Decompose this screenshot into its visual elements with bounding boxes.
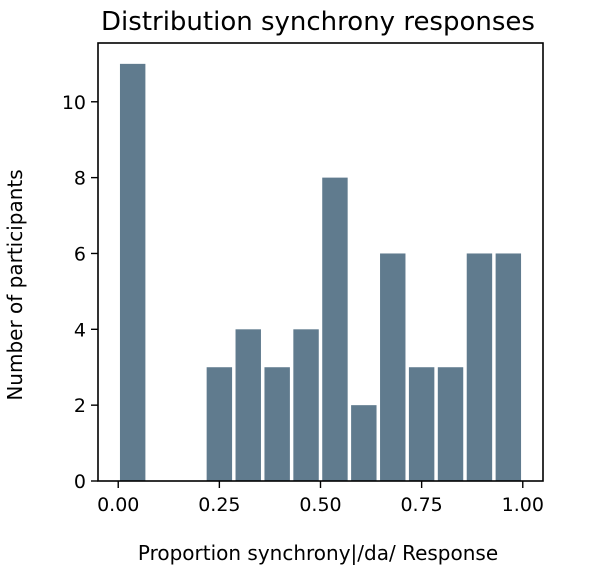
y-tick-label: 10 xyxy=(62,92,86,114)
x-axis-label: Proportion synchrony|/da/ Response xyxy=(138,541,498,565)
y-ticks-group: 0 2 4 6 8 10 xyxy=(62,92,98,493)
histogram-bar-11 xyxy=(437,367,464,481)
histogram-bar-8 xyxy=(351,405,377,481)
histogram-bar-4 xyxy=(235,329,261,481)
histogram-bar-0 xyxy=(119,63,146,482)
x-tick-label: 0.25 xyxy=(198,494,240,516)
histogram-bar-5 xyxy=(264,367,290,481)
y-tick-label: 0 xyxy=(74,471,86,493)
x-tick-label: 0.75 xyxy=(400,494,442,516)
histogram-bar-12 xyxy=(466,253,493,481)
y-tick-label: 2 xyxy=(74,395,86,417)
y-axis-label: Number of participants xyxy=(3,169,27,400)
plot-frame xyxy=(97,42,544,482)
histogram-bar-13 xyxy=(495,253,522,481)
x-tick-label: 1.00 xyxy=(502,494,544,516)
histogram-bar-9 xyxy=(380,253,406,481)
y-tick-label: 8 xyxy=(74,168,86,190)
x-tick-label: 0.00 xyxy=(97,494,139,516)
histogram-bar-10 xyxy=(408,367,435,481)
chart-title: Distribution synchrony responses xyxy=(101,7,535,37)
histogram-bar-7 xyxy=(322,177,348,481)
x-tick-label: 0.50 xyxy=(299,494,341,516)
bars-group xyxy=(119,63,522,482)
histogram-bar-6 xyxy=(293,329,319,481)
x-ticks-group: 0.00 0.25 0.50 0.75 1.00 xyxy=(97,481,544,516)
histogram-bar-3 xyxy=(206,367,233,481)
y-tick-label: 6 xyxy=(74,243,86,265)
y-tick-label: 4 xyxy=(74,319,86,341)
